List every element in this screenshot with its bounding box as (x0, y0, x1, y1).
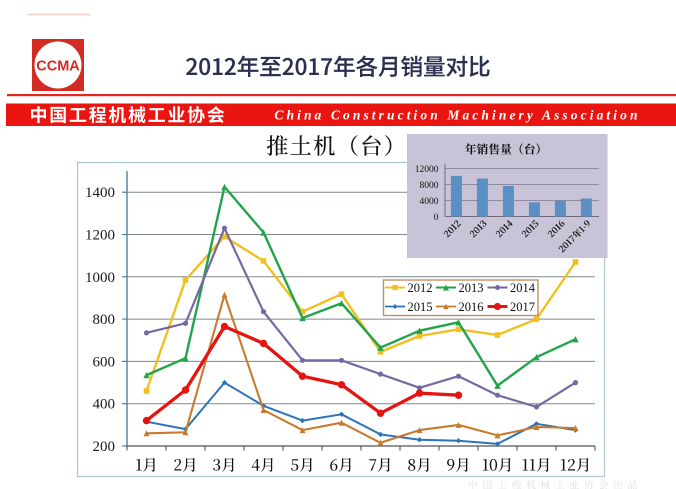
svg-text:800: 800 (93, 312, 116, 328)
svg-text:1200: 1200 (85, 228, 115, 244)
svg-text:8000: 8000 (420, 181, 439, 191)
svg-text:1400: 1400 (85, 185, 115, 201)
svg-text:4000: 4000 (420, 197, 439, 207)
svg-text:200: 200 (93, 439, 116, 455)
svg-text:1000: 1000 (85, 270, 115, 286)
svg-text:600: 600 (93, 354, 116, 370)
svg-text:400: 400 (93, 397, 116, 413)
svg-text:CCMA: CCMA (36, 59, 80, 75)
svg-text:12000: 12000 (415, 165, 439, 175)
svg-text:China Construction Machinery A: China Construction Machinery Association (274, 108, 640, 123)
svg-text:2014: 2014 (510, 281, 536, 295)
svg-text:2017: 2017 (510, 300, 535, 314)
svg-text:2012: 2012 (408, 281, 433, 295)
svg-text:2016: 2016 (459, 300, 484, 314)
svg-text:2015: 2015 (408, 300, 433, 314)
svg-text:2013: 2013 (459, 281, 484, 295)
svg-text:0: 0 (434, 213, 439, 223)
